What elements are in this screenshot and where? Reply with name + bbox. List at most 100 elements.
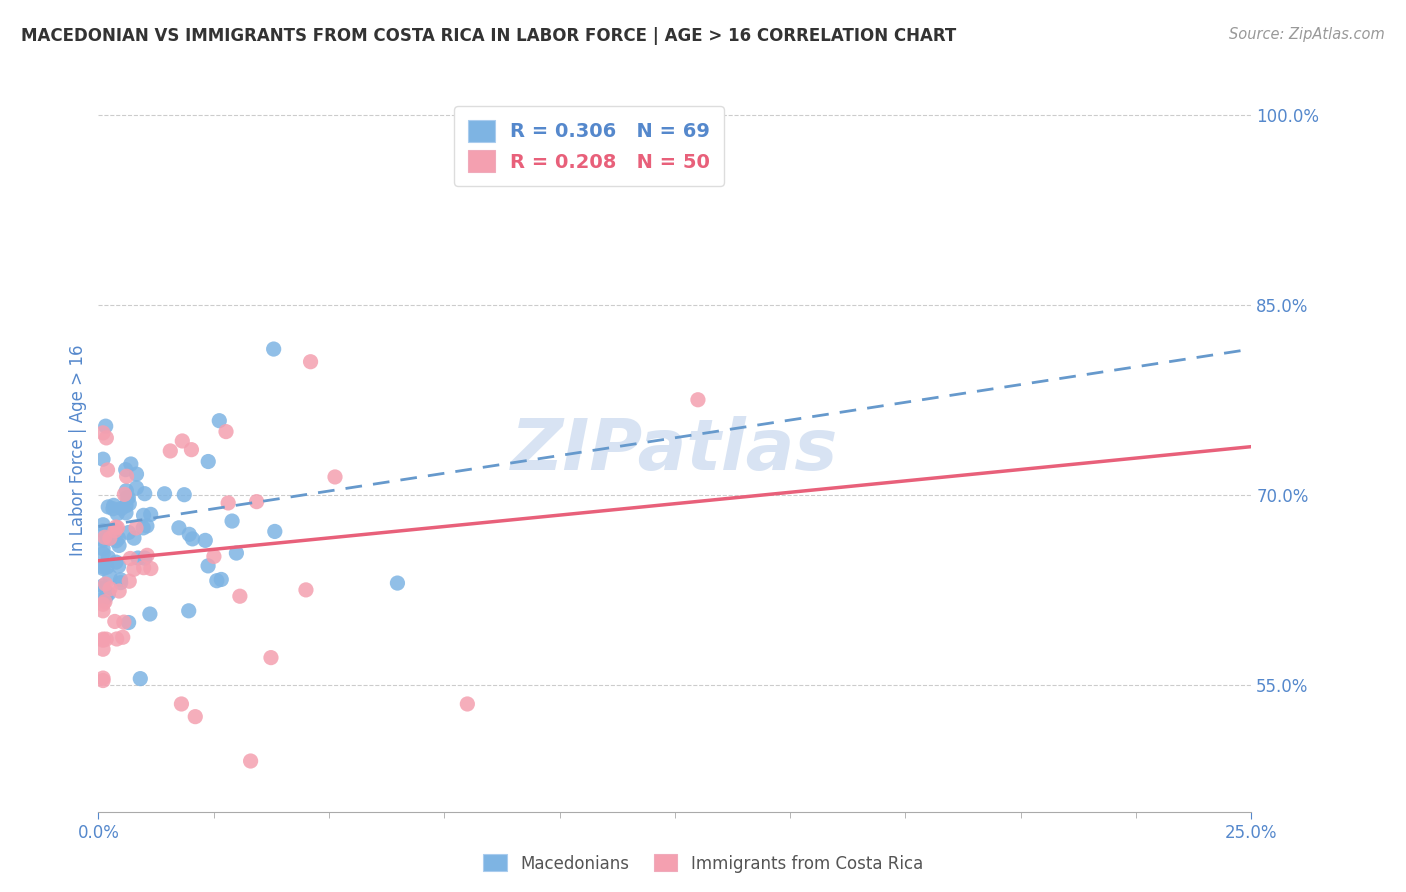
Point	[105, 507, 128, 521]
Point	[96, 532, 118, 546]
Point	[94, 594, 117, 608]
Point	[97, 550, 120, 565]
Point	[101, 501, 124, 516]
Point	[197, 558, 219, 573]
Point	[114, 463, 136, 477]
Y-axis label: In Labor Force | Age > 16: In Labor Force | Age > 16	[69, 344, 87, 557]
Point	[91, 632, 114, 646]
Point	[117, 615, 139, 630]
Point	[209, 573, 232, 587]
Point	[115, 483, 138, 498]
Point	[221, 514, 243, 528]
Point	[110, 573, 132, 587]
Point	[120, 457, 142, 471]
Point	[172, 434, 194, 448]
Point	[98, 582, 121, 596]
Point	[134, 486, 156, 500]
Point	[108, 539, 131, 553]
Point	[115, 506, 138, 520]
Point	[246, 494, 269, 508]
Point	[217, 496, 239, 510]
Point	[170, 697, 193, 711]
Point	[108, 584, 131, 599]
Point	[91, 524, 114, 538]
Point	[91, 559, 114, 574]
Legend: Macedonians, Immigrants from Costa Rica: Macedonians, Immigrants from Costa Rica	[477, 847, 929, 880]
Point	[91, 581, 114, 595]
Point	[91, 604, 114, 618]
Point	[91, 547, 114, 561]
Point	[686, 392, 709, 407]
Point	[118, 574, 141, 589]
Point	[91, 541, 114, 556]
Point	[96, 560, 118, 574]
Point	[139, 561, 162, 575]
Point	[97, 500, 120, 514]
Point	[94, 577, 117, 591]
Point	[91, 561, 114, 575]
Point	[205, 574, 228, 588]
Point	[120, 551, 142, 566]
Point	[260, 650, 283, 665]
Point	[93, 533, 115, 547]
Point	[104, 520, 127, 534]
Point	[299, 355, 322, 369]
Point	[295, 582, 318, 597]
Point	[103, 499, 125, 513]
Point	[110, 575, 132, 590]
Text: Source: ZipAtlas.com: Source: ZipAtlas.com	[1229, 27, 1385, 42]
Point	[136, 549, 159, 563]
Point	[263, 342, 285, 356]
Point	[125, 467, 148, 482]
Point	[208, 414, 231, 428]
Point	[202, 549, 225, 564]
Point	[105, 632, 128, 646]
Point	[104, 615, 127, 629]
Text: ZIPatlas: ZIPatlas	[512, 416, 838, 485]
Point	[167, 521, 190, 535]
Point	[180, 442, 202, 457]
Point	[91, 452, 114, 467]
Point	[115, 491, 138, 505]
Point	[197, 454, 219, 468]
Point	[91, 597, 114, 611]
Point	[105, 555, 128, 569]
Point	[91, 579, 114, 593]
Point	[125, 521, 148, 535]
Point	[323, 470, 346, 484]
Point	[159, 444, 181, 458]
Point	[111, 630, 134, 644]
Point	[91, 425, 114, 440]
Point	[129, 672, 152, 686]
Point	[139, 607, 162, 621]
Point	[104, 524, 127, 538]
Point	[132, 521, 155, 535]
Point	[184, 709, 207, 723]
Point	[173, 488, 195, 502]
Legend: R = 0.306   N = 69, R = 0.208   N = 50: R = 0.306 N = 69, R = 0.208 N = 50	[454, 106, 724, 186]
Point	[225, 546, 247, 560]
Point	[91, 642, 114, 657]
Point	[122, 531, 145, 545]
Point	[263, 524, 285, 539]
Point	[387, 576, 409, 591]
Point	[112, 615, 135, 629]
Point	[98, 531, 121, 545]
Point	[91, 671, 114, 685]
Point	[117, 491, 139, 505]
Point	[194, 533, 217, 548]
Point	[239, 754, 262, 768]
Point	[456, 697, 478, 711]
Point	[177, 604, 200, 618]
Point	[118, 497, 141, 511]
Point	[94, 590, 117, 604]
Point	[132, 560, 155, 574]
Point	[179, 527, 201, 541]
Point	[96, 431, 118, 445]
Point	[107, 521, 129, 535]
Point	[132, 508, 155, 523]
Text: MACEDONIAN VS IMMIGRANTS FROM COSTA RICA IN LABOR FORCE | AGE > 16 CORRELATION C: MACEDONIAN VS IMMIGRANTS FROM COSTA RICA…	[21, 27, 956, 45]
Point	[153, 487, 176, 501]
Point	[135, 519, 157, 533]
Point	[134, 551, 156, 566]
